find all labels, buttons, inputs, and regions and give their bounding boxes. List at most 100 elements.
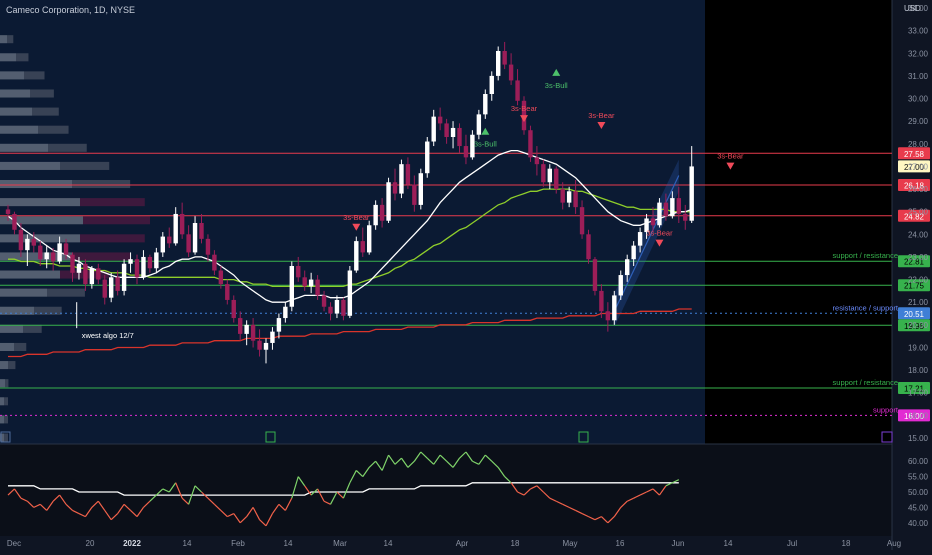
price-tick-label: 20.00	[908, 321, 929, 330]
earnings-marker-icon[interactable]	[265, 431, 276, 443]
price-tick-label: 15.00	[908, 434, 929, 443]
candle-body	[302, 277, 307, 287]
candle-body	[328, 306, 333, 314]
volume-bar-up	[0, 252, 72, 261]
signal-label: 3s-Bear	[588, 111, 615, 120]
earnings-marker-icon[interactable]	[578, 431, 589, 443]
rsi-segment	[652, 488, 660, 496]
rsi-segment	[13, 488, 22, 499]
candle-body	[547, 168, 552, 183]
time-tick-label: 18	[842, 539, 851, 548]
candle-body	[683, 213, 688, 221]
candle-body	[321, 295, 327, 307]
rsi-segment	[555, 500, 563, 505]
volume-bar-up	[0, 71, 24, 80]
rsi-segment	[478, 454, 486, 465]
time-tick-label: Feb	[231, 539, 245, 548]
volume-bar-up	[0, 180, 72, 189]
rsi-segment	[310, 488, 319, 496]
price-tick-label: 19.00	[908, 343, 929, 352]
bear-triangle-icon	[655, 239, 664, 247]
rsi-segment	[368, 460, 377, 468]
rsi-segment	[155, 488, 164, 496]
rsi-segment	[613, 507, 622, 517]
price-line-badge	[898, 209, 930, 222]
candle-body	[689, 166, 694, 221]
candle-body	[437, 116, 443, 124]
price-line-label: 26.18	[904, 181, 925, 190]
rsi-segment	[491, 460, 499, 468]
volume-bar-down	[4, 397, 8, 406]
rsi-tick-label: 45.00	[908, 503, 929, 512]
rsi-segment	[104, 510, 112, 521]
rsi-segment	[265, 513, 273, 527]
time-tick-label: 18	[511, 539, 520, 548]
price-line-label: 20.51	[904, 310, 925, 319]
ema-slow-line	[8, 308, 692, 358]
candle-body	[605, 311, 611, 321]
rsi-segment	[394, 457, 402, 465]
rsi-segment	[433, 454, 441, 465]
price-tick-label: 22.00	[908, 276, 929, 285]
candle-body	[18, 229, 24, 251]
rsi-segment	[362, 467, 370, 477]
rsi-segment	[446, 460, 454, 468]
volume-bar-down	[38, 125, 69, 134]
rsi-segment	[665, 482, 673, 487]
rsi-segment	[484, 454, 493, 462]
candle-body	[341, 299, 346, 316]
rsi-segment	[233, 513, 241, 524]
candle-body	[160, 236, 165, 253]
chart-title: Cameco Corporation, 1D, NYSE	[6, 5, 135, 15]
candle-body	[296, 266, 301, 278]
candle-body	[225, 284, 230, 300]
volume-bar-up	[0, 143, 48, 152]
candle-body	[50, 252, 56, 262]
time-tick-label: 14	[183, 539, 192, 548]
rsi-segment	[246, 507, 254, 517]
rsi-segment	[542, 491, 551, 499]
rsi-segment	[136, 507, 144, 517]
candle-body	[115, 277, 120, 291]
price-line-label: 19.98	[904, 322, 925, 331]
rsi-segment	[336, 491, 344, 499]
volume-bar-down	[23, 324, 42, 333]
rsi-segment	[420, 451, 428, 459]
candle-body	[63, 243, 69, 255]
price-axis: 34.00 33.00 32.00 31.00 30.00 29.00 28.00 27.00…	[908, 4, 929, 443]
volume-bar-down	[4, 433, 8, 442]
candle-body	[360, 241, 365, 253]
price-tick-label: 31.00	[908, 72, 929, 81]
signal-label: 3s-Bear	[343, 213, 370, 222]
rsi-segment	[400, 457, 409, 468]
rsi-segment	[562, 503, 570, 508]
volume-bar-down	[72, 180, 131, 189]
volume-bar-down	[72, 252, 131, 261]
volume-bar-up	[0, 361, 8, 370]
bear-triangle-icon	[597, 121, 606, 129]
bear-triangle-icon	[726, 162, 735, 170]
candle-body	[12, 213, 17, 230]
rsi-segment	[329, 491, 338, 505]
rsi-segment	[375, 460, 383, 471]
candle-body	[637, 232, 643, 246]
rsi-segment	[59, 494, 67, 505]
time-tick-label: Jul	[787, 539, 797, 548]
volume-bar-up	[0, 415, 4, 424]
rsi-segment	[149, 494, 157, 502]
volume-bar-down	[8, 361, 16, 370]
candle-body	[599, 290, 604, 312]
dividend-marker-icon[interactable]	[0, 431, 11, 443]
price-line-label: 16.00	[904, 412, 925, 421]
volume-bar-up	[0, 198, 80, 207]
price-tick-label: 24.00	[908, 230, 929, 239]
candle-body	[663, 202, 669, 217]
time-tick-label: 20	[86, 539, 95, 548]
earnings-upcoming-icon[interactable]	[881, 431, 893, 443]
candle-body	[44, 252, 49, 260]
rsi-axis: 60.00 55.00 50.00 45.00 40.00	[908, 457, 929, 528]
rsi-segment	[639, 491, 647, 496]
rsi-signal-line	[8, 482, 679, 496]
rsi-segment	[78, 512, 86, 518]
